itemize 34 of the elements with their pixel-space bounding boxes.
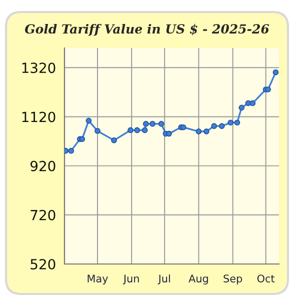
point bbox=[166, 130, 172, 137]
point bbox=[196, 128, 202, 134]
point bbox=[142, 120, 149, 127]
point bbox=[228, 120, 234, 126]
point bbox=[238, 104, 245, 111]
point bbox=[272, 69, 279, 76]
x-tick-label: Jun bbox=[122, 274, 139, 284]
point bbox=[211, 123, 218, 129]
point bbox=[158, 120, 164, 127]
y-tick-label: 920 bbox=[30, 160, 56, 172]
point bbox=[234, 120, 240, 126]
x-tick-label: Aug bbox=[188, 274, 208, 284]
y-tick-label: 520 bbox=[30, 258, 56, 270]
point bbox=[86, 118, 92, 124]
point bbox=[134, 127, 140, 134]
point bbox=[111, 137, 117, 144]
x-tick-label: Sep bbox=[224, 274, 242, 284]
point bbox=[265, 86, 271, 92]
point bbox=[79, 136, 86, 142]
point bbox=[218, 123, 225, 129]
y-tick-label: 720 bbox=[30, 210, 56, 220]
y-tick-label: 1320 bbox=[22, 62, 56, 74]
point bbox=[94, 128, 100, 134]
point bbox=[142, 127, 148, 134]
point bbox=[250, 100, 256, 106]
y-tick-label: 1120 bbox=[22, 112, 56, 122]
point bbox=[68, 148, 74, 154]
chart-title: Gold Tariff Value in US $ - 2025-26 bbox=[25, 24, 270, 36]
x-tick-label: May bbox=[88, 274, 108, 284]
point bbox=[203, 128, 210, 134]
x-tick-label: Oct bbox=[257, 274, 275, 282]
x-tick-label: Jul bbox=[158, 274, 170, 284]
point bbox=[150, 120, 156, 127]
point bbox=[128, 127, 134, 134]
